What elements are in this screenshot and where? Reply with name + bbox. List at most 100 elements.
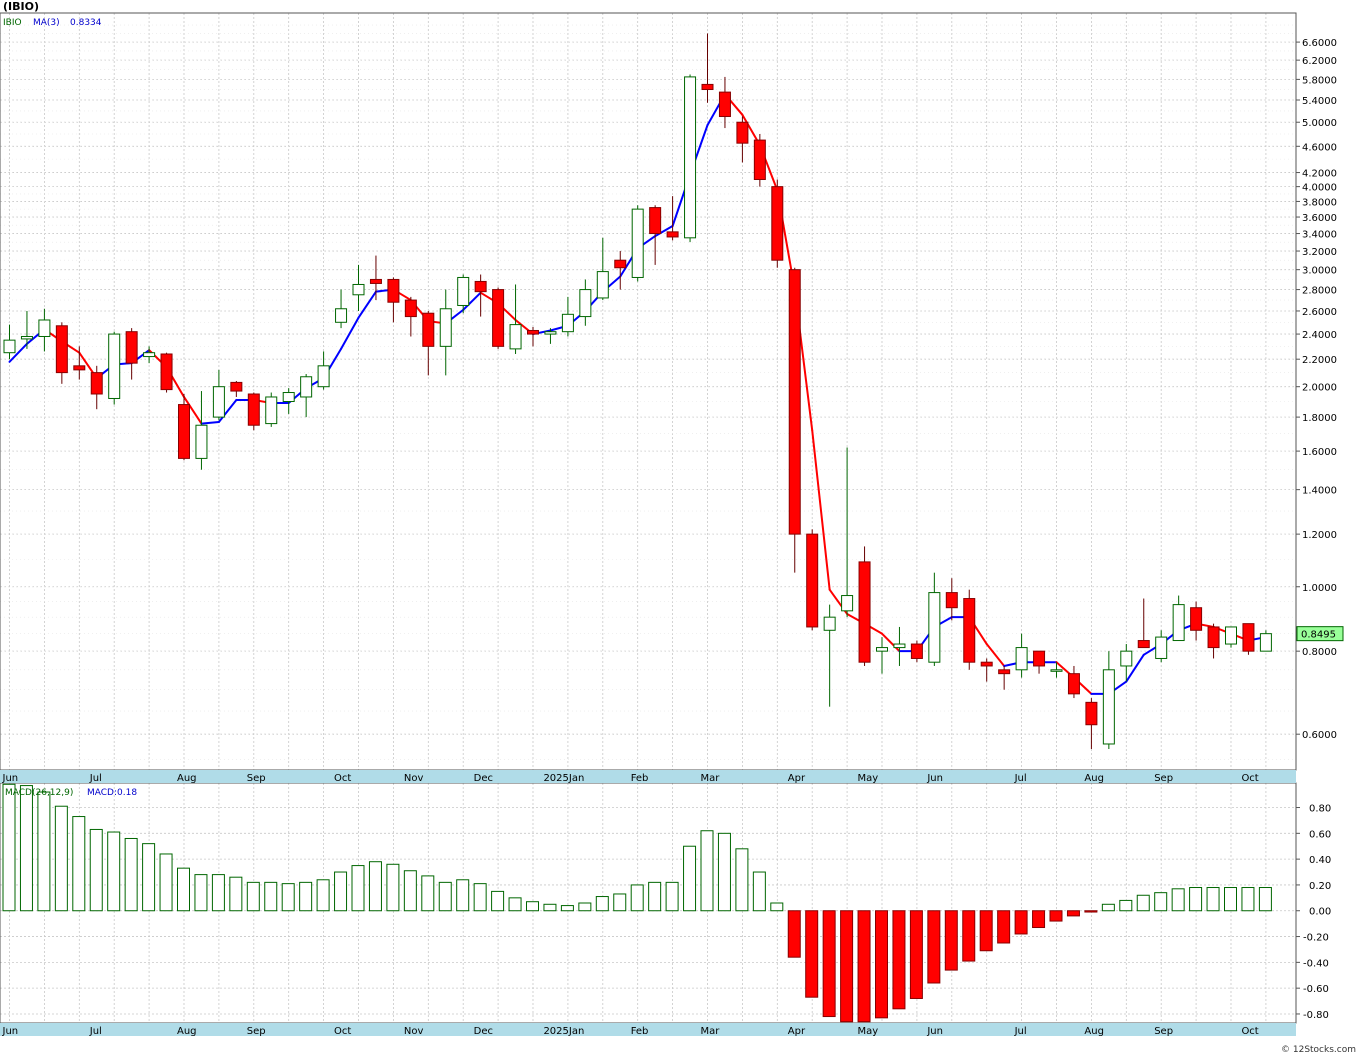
chart-title: (IBIO)	[3, 0, 39, 13]
candle	[265, 392, 278, 427]
candle	[1067, 665, 1080, 699]
candle-body	[178, 404, 190, 459]
candle	[561, 296, 574, 337]
macd-bars	[2, 783, 1272, 1023]
price-x-axis-labels: Jun Jul Aug Sep Oct Nov Dec 2025Jan Feb Mar Apr May…	[2, 773, 1259, 784]
last-price-flag: 0.8495	[1296, 626, 1344, 642]
price-y-tick-label: 1.0000	[1302, 583, 1337, 594]
candle-body	[1102, 669, 1115, 745]
candle-body	[928, 592, 941, 663]
candle	[1172, 595, 1185, 642]
macd-bar	[299, 881, 313, 912]
candle-body	[910, 643, 923, 659]
candle-body	[20, 335, 33, 340]
candle-body	[1067, 673, 1080, 695]
macd-bar	[368, 861, 382, 912]
candle-body	[1207, 626, 1220, 649]
price-y-tick-label: 0.8000	[1302, 647, 1337, 658]
candle	[910, 640, 923, 663]
macd-bar	[491, 890, 505, 912]
candle	[474, 274, 487, 317]
legend-ma: MA(3)	[33, 18, 60, 28]
macd-bar	[2, 783, 16, 912]
price-y-tick-label: 4.6000	[1302, 142, 1337, 153]
candle-body	[614, 259, 627, 269]
candle-body	[212, 386, 225, 418]
x-axis-label: Jun	[926, 1026, 943, 1037]
macd-value: MACD:0.18	[87, 788, 137, 798]
candle	[527, 326, 539, 347]
last-price-box	[1296, 626, 1344, 642]
x-axis-label: Jul	[89, 773, 102, 784]
macd-bar	[665, 881, 679, 912]
price-y-tick-label: 3.0000	[1302, 266, 1337, 277]
candle	[1225, 626, 1237, 648]
candle-body	[369, 278, 382, 284]
ma-segment	[217, 398, 238, 423]
macd-bar	[37, 791, 51, 912]
candle-body	[788, 269, 801, 535]
macd-bar	[1084, 910, 1098, 913]
candle-body	[265, 396, 278, 425]
candle-body	[1190, 607, 1203, 631]
macd-bar	[857, 910, 871, 1023]
candle	[422, 310, 435, 376]
candle	[195, 391, 208, 470]
macd-bar	[700, 830, 714, 912]
candle-body	[736, 121, 749, 144]
macd-grid	[0, 783, 1296, 1023]
candle-body	[1242, 623, 1255, 652]
price-y-tick-label: 5.0000	[1302, 118, 1337, 129]
candle	[439, 289, 452, 376]
macd-y-tick-label: 0.00	[1309, 907, 1331, 918]
candle-body	[649, 207, 662, 235]
candle-body	[718, 91, 731, 118]
candle-body	[771, 186, 784, 261]
macd-bar	[787, 910, 801, 958]
candle	[876, 637, 888, 674]
macd-bar	[508, 897, 522, 912]
price-y-axis: 0.6000 0.8000 1.0000 1.2000 1.4000 1.6000 1.80…	[1296, 38, 1337, 741]
price-y-tick-label: 2.8000	[1302, 286, 1337, 297]
candle	[178, 394, 190, 461]
price-y-tick-label: 4.2000	[1302, 169, 1337, 180]
candle	[1015, 633, 1028, 678]
macd-bar	[717, 832, 731, 912]
candle	[823, 604, 836, 707]
macd-bar	[1154, 892, 1168, 912]
x-axis-label: Sep	[1154, 1026, 1173, 1037]
macd-bar	[927, 910, 941, 984]
macd-bar	[630, 884, 644, 912]
candle	[753, 134, 766, 187]
price-y-tick-label: 3.2000	[1302, 247, 1337, 258]
price-y-tick-label: 1.8000	[1302, 413, 1337, 424]
x-axis-label: Jun	[926, 773, 943, 784]
candle-body	[666, 231, 679, 238]
macd-bar	[1032, 910, 1046, 929]
price-y-tick-label: 1.2000	[1302, 530, 1337, 541]
candle	[160, 352, 173, 393]
x-axis-label: 2025Jan	[543, 1026, 584, 1037]
candle	[73, 346, 86, 380]
candle	[20, 310, 33, 349]
candle	[631, 205, 644, 282]
candle-body	[823, 616, 836, 631]
macd-bar	[438, 881, 452, 912]
x-axis-label: Dec	[474, 1026, 493, 1037]
candle	[1242, 623, 1255, 655]
candle	[718, 76, 731, 129]
macd-bar	[351, 865, 365, 912]
candle-body	[893, 643, 906, 649]
price-y-tick-label: 3.6000	[1302, 213, 1337, 224]
candle	[1137, 598, 1150, 649]
candle	[90, 365, 103, 410]
x-axis-label: Dec	[474, 773, 493, 784]
candle-body	[509, 324, 522, 350]
price-y-tick-label: 6.6000	[1302, 38, 1337, 49]
copyright: © 12Stocks.com	[1281, 1045, 1356, 1055]
x-axis-label: Jul	[1014, 773, 1027, 784]
candle-body	[527, 329, 539, 335]
macd-bar	[648, 881, 662, 912]
x-axis-label: 2025Jan	[543, 773, 584, 784]
macd-bar	[1171, 888, 1185, 912]
